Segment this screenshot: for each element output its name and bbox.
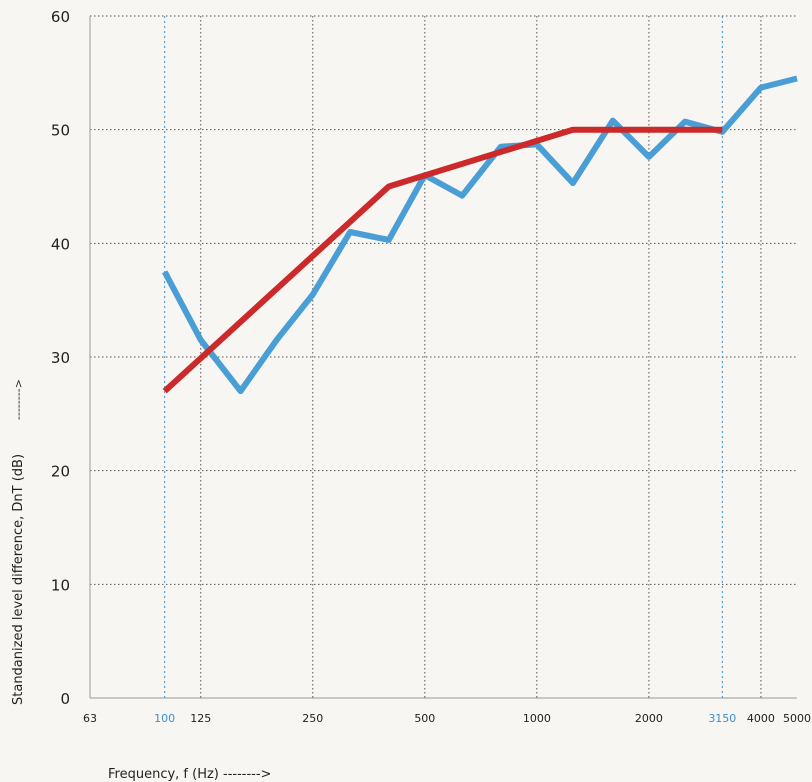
x-tick-label-100: 100 — [154, 712, 175, 725]
grid — [90, 15, 797, 698]
y-axis-label: Standanized level difference, DnT (dB) — [11, 454, 26, 705]
y-axis-arrow: --------> — [12, 379, 25, 420]
x-tick-label-5000: 5000 — [783, 712, 811, 725]
x-tick-label-4000: 4000 — [747, 712, 775, 725]
axes — [89, 16, 797, 699]
series-line-1 — [162, 75, 798, 395]
y-tick-label-30: 30 — [51, 349, 70, 367]
series-line-2 — [162, 126, 723, 394]
x-tick-label-500: 500 — [414, 712, 435, 725]
y-tick-label-50: 50 — [51, 122, 70, 140]
x-tick-label-3150: 3150 — [708, 712, 736, 725]
y-tick-label-0: 0 — [60, 690, 70, 708]
x-tick-label-63: 63 — [83, 712, 97, 725]
x-tick-label-125: 125 — [190, 712, 211, 725]
y-tick-label-10: 10 — [51, 576, 70, 594]
tick-labels: 0 10 20 30 40 50 60 63 100 125 250 500 1000 2000 3150 4… — [51, 8, 811, 725]
x-tick-label-1000: 1000 — [523, 712, 551, 725]
x-tick-label-250: 250 — [302, 712, 323, 725]
x-tick-label-2000: 2000 — [635, 712, 663, 725]
y-tick-label-20: 20 — [51, 463, 70, 481]
series — [162, 75, 798, 395]
y-tick-label-60: 60 — [51, 8, 70, 26]
y-tick-label-40: 40 — [51, 235, 70, 253]
x-axis-label: Frequency, f (Hz) --------> — [108, 767, 271, 782]
